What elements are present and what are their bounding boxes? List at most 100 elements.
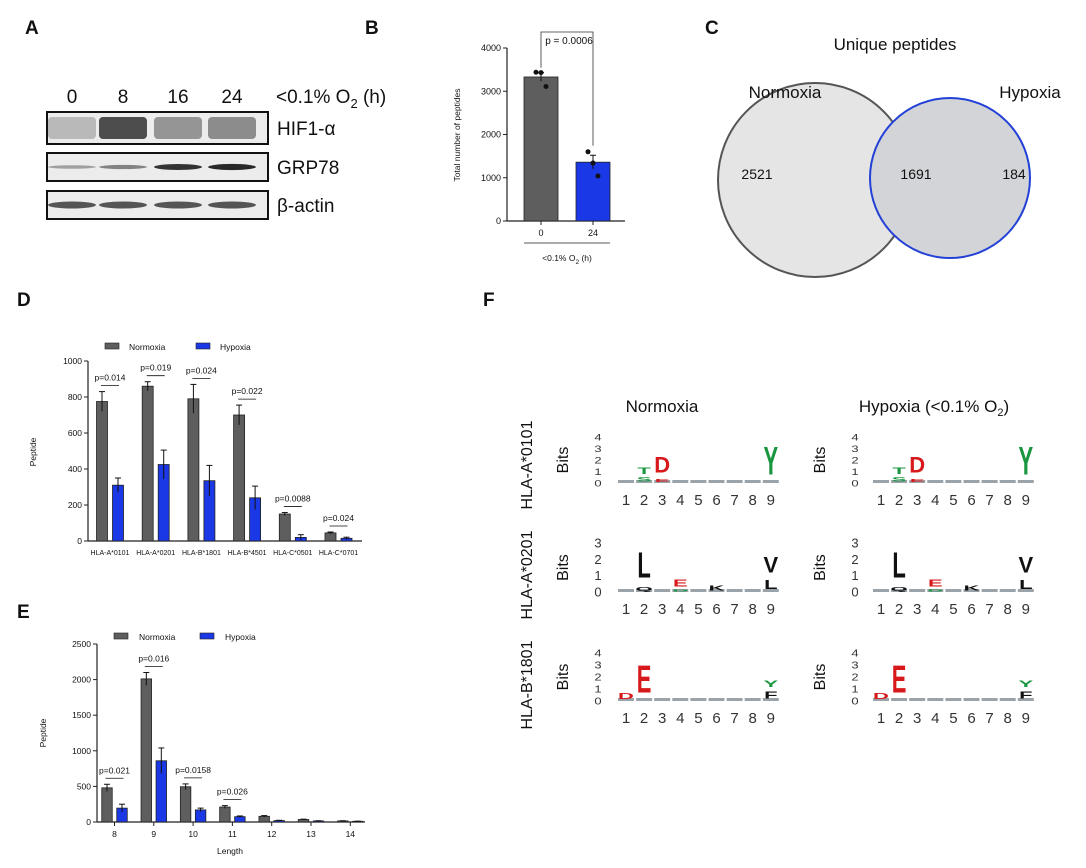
y-tick-label: 1500	[72, 710, 91, 720]
logo-y-tick: 3	[851, 661, 858, 671]
bar	[278, 513, 291, 542]
y-axis-label: Peptide	[38, 718, 48, 747]
x-axis-label: Length	[217, 846, 243, 856]
logo-position: 7	[985, 710, 993, 727]
blot-band	[99, 201, 147, 209]
logo-y-tick: 1	[851, 568, 858, 583]
logo-letter: E	[910, 478, 925, 483]
p-value-label: p=0.014	[95, 373, 126, 383]
blot-band	[154, 201, 202, 209]
logo-letter: E	[892, 657, 907, 701]
data-point	[585, 149, 591, 155]
legend-normoxia: Normoxia	[129, 342, 166, 352]
logo-position: 1	[877, 601, 885, 618]
logo-y-tick: 3	[594, 536, 601, 551]
p-value-label: p=0.016	[138, 653, 169, 663]
logo-position: 9	[767, 492, 775, 509]
logo-background	[744, 698, 761, 701]
logo-letter: F	[764, 689, 777, 701]
logo-y-tick: 4	[594, 433, 601, 443]
blot-band	[154, 117, 202, 139]
p-value-annotation: p = 0.0006	[545, 36, 593, 47]
legend-swatch-hypoxia	[199, 632, 215, 640]
bar	[141, 385, 154, 542]
logo-background	[1017, 480, 1034, 483]
p-value-label: p=0.021	[99, 765, 130, 775]
logo-position: 2	[895, 710, 903, 727]
logo-position: 3	[658, 710, 666, 727]
logo-y-tick: 2	[594, 673, 601, 683]
logo-position: 7	[985, 492, 993, 509]
logo-background	[981, 589, 998, 592]
bits-label: Bits	[812, 554, 829, 581]
logo-y-tick: 4	[851, 649, 859, 659]
logo-letter: T	[637, 466, 651, 476]
bar	[194, 809, 207, 823]
blot-band	[48, 117, 96, 139]
venn-title: Unique peptides	[834, 35, 957, 54]
x-tick-label: HLA-A*0101	[91, 550, 130, 557]
legend-hypoxia: Hypoxia	[220, 342, 251, 352]
p-value-label: p=0.0088	[275, 494, 311, 504]
blot-band	[99, 164, 147, 170]
logo-background	[873, 589, 889, 592]
logo-position: 2	[895, 601, 903, 618]
logo-background	[744, 589, 761, 592]
logo-background	[726, 480, 743, 483]
logo-letter: E	[637, 657, 652, 701]
p-value-label: p=0.022	[232, 386, 263, 396]
logo-letter: Y	[763, 438, 778, 483]
bar	[297, 819, 310, 823]
logo-y-tick: 1	[851, 685, 858, 695]
logo-position: 3	[658, 601, 666, 618]
logo-y-tick: 0	[594, 697, 601, 707]
y-tick-label: 3000	[481, 86, 501, 96]
y-tick-label: 1000	[63, 356, 82, 366]
blot-band	[48, 165, 96, 169]
y-axis-label: Peptide	[28, 437, 38, 466]
logo-background	[963, 698, 980, 701]
x-tick-label: 9	[151, 829, 156, 839]
logo-position: 6	[712, 492, 720, 509]
logo-position: 4	[931, 710, 939, 727]
data-point	[533, 69, 539, 75]
p-value-label: p=0.024	[323, 513, 354, 523]
logo-background	[726, 589, 743, 592]
logo-background	[909, 589, 926, 592]
bits-label: Bits	[555, 664, 572, 691]
panel-label-d: D	[17, 290, 31, 311]
x-tick-label: HLA-C*0701	[319, 550, 358, 557]
logo-y-tick: 3	[594, 661, 601, 671]
logo-background	[690, 480, 707, 483]
bar	[258, 815, 270, 823]
logo-background	[891, 589, 908, 592]
y-tick-label: 2000	[72, 675, 91, 685]
logo-background	[1017, 698, 1034, 701]
logo-letter: K	[709, 584, 725, 592]
logo-background	[945, 698, 962, 701]
logo-y-tick: 1	[594, 467, 601, 477]
bar	[179, 786, 192, 823]
bar	[324, 532, 337, 542]
blot-band	[208, 163, 256, 171]
legend-swatch-hypoxia	[195, 342, 211, 350]
logo-letter: V	[1018, 552, 1033, 577]
logo-background	[891, 698, 908, 701]
bar	[112, 484, 124, 542]
sequence-logos: Normoxia Hypoxia (<0.1% O2) HLA-A*0101 H…	[519, 397, 1034, 729]
bits-label: Bits	[555, 554, 572, 581]
bar	[187, 398, 200, 542]
logo-column-hypoxia: Hypoxia (<0.1% O2)	[859, 397, 1009, 419]
logo-background	[762, 480, 779, 483]
logo-position: 9	[1022, 710, 1030, 727]
logo-position: 1	[622, 710, 630, 727]
logo-position: 4	[676, 601, 684, 618]
logo-position: 6	[712, 710, 720, 727]
bar	[219, 806, 231, 823]
data-point	[538, 70, 544, 76]
logo-position: 1	[877, 492, 885, 509]
condition-label: <0.1% O2 (h)	[276, 87, 386, 111]
timepoint-label: 24	[221, 87, 243, 108]
x-tick-label: HLA-B*1801	[182, 550, 221, 557]
